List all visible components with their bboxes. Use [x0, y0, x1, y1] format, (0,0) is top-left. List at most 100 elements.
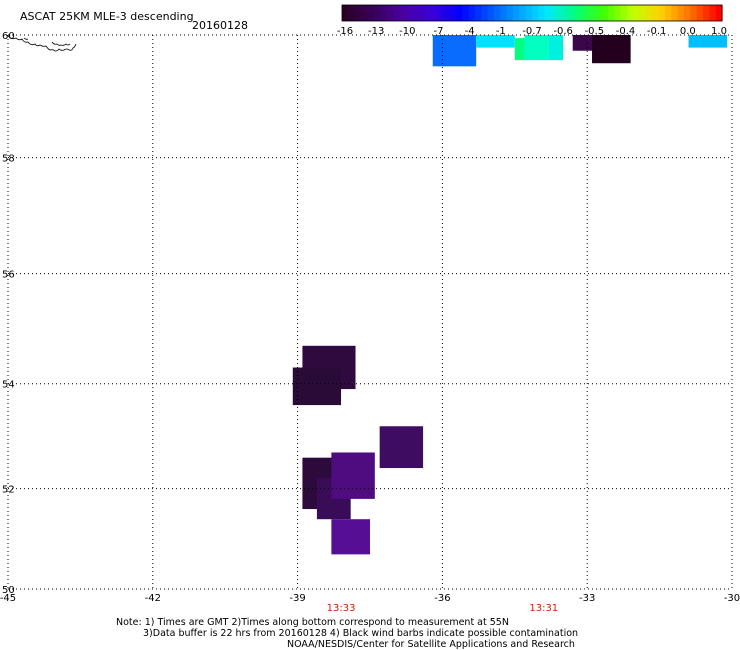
colorbar-swatch	[468, 5, 476, 21]
colorbar-swatch	[513, 5, 520, 21]
longitude-label: -36	[434, 593, 450, 604]
colorbar-swatch	[633, 5, 641, 21]
colorbar-swatch	[538, 5, 546, 21]
colorbar-tick-label: 0.0	[680, 26, 696, 37]
footer-note-line1: Note: 1) Times are GMT 2)Times along bot…	[116, 617, 509, 628]
colorbar-swatch	[430, 5, 438, 21]
colorbar-swatch	[576, 5, 584, 21]
footer-note-line3: NOAA/NESDIS/Center for Satellite Applica…	[287, 639, 575, 650]
colorbar-swatch	[373, 5, 381, 21]
colorbar-swatch	[361, 5, 368, 21]
colorbar-swatch	[367, 5, 375, 21]
colorbar-swatch	[354, 5, 362, 21]
colorbar: -16 -13 -10 -7 -4 -1 -0.7 -0.6 -0.5 -0.4 -0.1 0.0 1.…	[337, 4, 727, 37]
data-cell	[592, 35, 631, 64]
colorbar-swatch	[715, 5, 723, 21]
data-cell	[292, 367, 342, 406]
product-title: ASCAT 25KM MLE-3 descending	[20, 10, 194, 23]
colorbar-swatch	[551, 5, 558, 21]
data-cell	[524, 35, 549, 61]
colorbar-tick-label: 1.0	[711, 26, 727, 37]
longitude-label: -39	[289, 593, 305, 604]
latitude-label: 54	[2, 380, 15, 391]
latitude-label: 50	[2, 585, 15, 596]
data-cell	[331, 519, 370, 555]
colorbar-swatch	[563, 5, 571, 21]
longitude-labels: -45 -42 -39 -36 -33 -30	[0, 593, 740, 604]
latitude-label: 52	[2, 485, 15, 496]
data-cell	[514, 38, 525, 61]
colorbar-swatch	[570, 5, 577, 21]
longitude-label: -42	[145, 593, 161, 604]
colorbar-swatch	[525, 5, 533, 21]
pass-time-label: 13:31	[529, 603, 558, 614]
colorbar-swatch	[557, 5, 565, 21]
colorbar-swatch	[443, 5, 451, 21]
pass-time-labels: 13:33 13:31	[327, 603, 559, 614]
colorbar-swatch	[456, 5, 463, 21]
latitude-label: 58	[2, 154, 15, 165]
lat-lon-grid	[7, 34, 733, 590]
colorbar-swatch	[475, 5, 482, 21]
colorbar-tick-label: -1	[496, 26, 506, 37]
colorbar-tick-label: -10	[399, 26, 415, 37]
colorbar-tick-label: -13	[368, 26, 384, 37]
longitude-label: -33	[579, 593, 595, 604]
latitude-label: 56	[2, 270, 15, 281]
data-cell	[379, 426, 424, 469]
colorbar-swatch	[487, 5, 495, 21]
colorbar-swatch	[411, 5, 419, 21]
coastline-icon	[7, 35, 77, 52]
data-cell	[548, 35, 564, 61]
colorbar-swatch	[709, 5, 717, 21]
colorbar-swatch	[462, 5, 470, 21]
colorbar-swatch	[424, 5, 432, 21]
pass-time-label: 13:33	[327, 603, 356, 614]
colorbar-swatch	[646, 5, 653, 21]
data-cell	[476, 35, 515, 48]
colorbar-swatch	[399, 5, 406, 21]
colorbar-tick-label: -0.4	[616, 26, 636, 37]
latitude-labels: 50 52 54 56 58 60	[2, 31, 15, 596]
colorbar-swatch	[506, 5, 514, 21]
colorbar-swatch	[500, 5, 508, 21]
colorbar-tick-label: -0.5	[585, 26, 605, 37]
colorbar-swatch	[703, 5, 710, 21]
colorbar-swatch	[418, 5, 425, 21]
colorbar-swatch	[684, 5, 691, 21]
colorbar-swatch	[449, 5, 457, 21]
colorbar-swatch	[582, 5, 590, 21]
colorbar-swatch	[677, 5, 685, 21]
data-cell	[688, 35, 728, 48]
colorbar-swatch	[601, 5, 609, 21]
colorbar-swatch	[665, 5, 672, 21]
colorbar-swatch	[639, 5, 647, 21]
colorbar-tick-label: -4	[465, 26, 475, 37]
colorbar-swatch	[392, 5, 400, 21]
colorbar-swatch	[627, 5, 634, 21]
data-cells	[292, 35, 728, 555]
colorbar-swatch	[658, 5, 666, 21]
data-cell	[331, 452, 375, 499]
colorbar-swatch	[519, 5, 527, 21]
colorbar-swatch	[481, 5, 489, 21]
colorbar-swatch	[614, 5, 622, 21]
colorbar-swatch	[494, 5, 501, 21]
colorbar-swatch	[595, 5, 603, 21]
colorbar-swatch	[696, 5, 704, 21]
footer-note-line2: 3)Data buffer is 22 hrs from 20160128 4)…	[143, 628, 578, 639]
colorbar-tick-label: -0.7	[522, 26, 542, 37]
colorbar-swatch	[690, 5, 698, 21]
colorbar-tick-label: -0.6	[553, 26, 573, 37]
colorbar-swatch	[380, 5, 387, 21]
colorbar-swatch	[405, 5, 413, 21]
colorbar-swatch	[437, 5, 444, 21]
colorbar-swatch	[608, 5, 615, 21]
colorbar-tick-label: -7	[434, 26, 444, 37]
colorbar-tick-label: -16	[337, 26, 353, 37]
product-date: 20160128	[192, 19, 248, 32]
colorbar-swatch	[348, 5, 356, 21]
colorbar-swatch	[386, 5, 394, 21]
colorbar-swatch	[532, 5, 539, 21]
